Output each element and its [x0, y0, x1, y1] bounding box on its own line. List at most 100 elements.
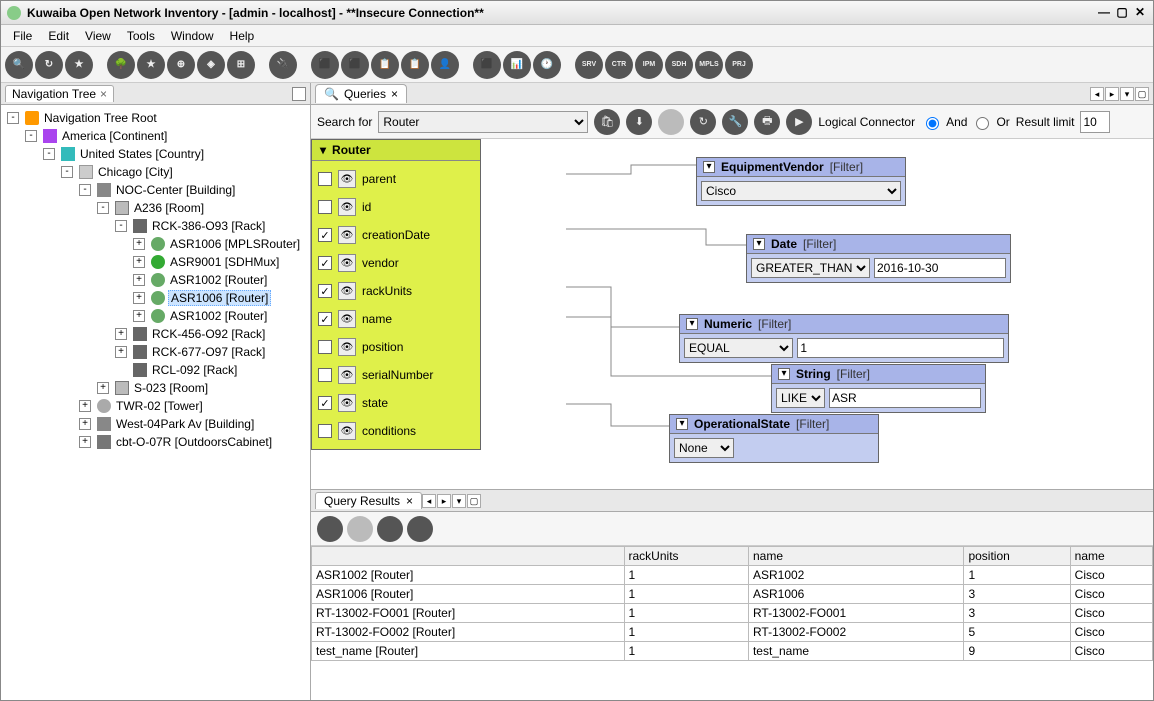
expand-icon[interactable]: - [61, 166, 73, 178]
router-query-node[interactable]: ▾Router 👁parent👁id✓👁creationDate✓👁vendor… [311, 139, 481, 450]
tree-row[interactable]: -Navigation Tree Root [3, 109, 308, 127]
attr-checkbox[interactable]: ✓ [318, 312, 332, 326]
run-query-button[interactable]: ▶ [786, 109, 812, 135]
expand-icon[interactable]: + [115, 328, 127, 340]
menu-view[interactable]: View [79, 27, 117, 45]
panel-menu-button[interactable] [292, 87, 306, 101]
attr-checkbox[interactable]: ✓ [318, 396, 332, 410]
expand-icon[interactable]: - [7, 112, 19, 124]
expand-icon[interactable]: + [133, 274, 145, 286]
attr-checkbox[interactable] [318, 172, 332, 186]
toolbar-button[interactable]: PRJ [725, 51, 753, 79]
toolbar-button[interactable]: ★ [65, 51, 93, 79]
attr-checkbox[interactable]: ✓ [318, 256, 332, 270]
toolbar-button[interactable]: ⊕ [167, 51, 195, 79]
numeric-op-select[interactable]: EQUAL [684, 338, 793, 358]
tree-label[interactable]: NOC-Center [Building] [114, 183, 237, 197]
collapse-icon[interactable]: ▾ [753, 238, 765, 250]
share-query-button[interactable]: ↻ [690, 109, 716, 135]
tree-label[interactable]: ASR1002 [Router] [168, 273, 269, 287]
tree-row[interactable]: + West-04Park Av [Building] [3, 415, 308, 433]
new-query-button[interactable]: 🛍 [594, 109, 620, 135]
tree-label[interactable]: RCK-456-O92 [Rack] [150, 327, 267, 341]
string-op-select[interactable]: LIKE [776, 388, 825, 408]
prev-tab-button[interactable]: ◂ [422, 494, 436, 508]
toolbar-button[interactable]: ⬛ [311, 51, 339, 79]
attr-checkbox[interactable]: ✓ [318, 228, 332, 242]
tree-label[interactable]: S-023 [Room] [132, 381, 210, 395]
print-button[interactable]: 🖶 [754, 109, 780, 135]
close-icon[interactable]: × [406, 494, 413, 508]
expand-icon[interactable]: + [97, 382, 109, 394]
attr-checkbox[interactable]: ✓ [318, 284, 332, 298]
tree-row[interactable]: - United States [Country] [3, 145, 308, 163]
tree-row[interactable]: + ASR9001 [SDHMux] [3, 253, 308, 271]
menu-file[interactable]: File [7, 27, 38, 45]
tree-label[interactable]: United States [Country] [78, 147, 206, 161]
toolbar-button[interactable]: 🔌 [269, 51, 297, 79]
collapse-icon[interactable]: ▾ [703, 161, 715, 173]
up-button[interactable] [407, 516, 433, 542]
tree-row[interactable]: +ASR1006 [Router] [3, 289, 308, 307]
tree-label[interactable]: cbt-O-07R [OutdoorsCabinet] [114, 435, 274, 449]
export-button[interactable] [317, 516, 343, 542]
tree-row[interactable]: RCL-092 [Rack] [3, 361, 308, 379]
expand-icon[interactable]: + [79, 436, 91, 448]
expand-icon[interactable]: + [133, 256, 145, 268]
tree-row[interactable]: + RCK-456-O92 [Rack] [3, 325, 308, 343]
attr-checkbox[interactable] [318, 340, 332, 354]
numeric-filter-node[interactable]: ▾Numeric[Filter] EQUAL [679, 314, 1009, 363]
menu-edit[interactable]: Edit [42, 27, 75, 45]
menu-help[interactable]: Help [224, 27, 261, 45]
visibility-icon[interactable]: 👁 [338, 198, 356, 216]
minimize-button[interactable]: — [1097, 6, 1111, 20]
tree-label[interactable]: ASR1002 [Router] [168, 309, 269, 323]
column-header[interactable]: name [748, 547, 963, 566]
toolbar-button[interactable]: 📋 [371, 51, 399, 79]
tree-row[interactable]: -NOC-Center [Building] [3, 181, 308, 199]
prev-tab-button[interactable]: ◂ [1090, 87, 1104, 101]
collapse-icon[interactable]: ▾ [686, 318, 698, 330]
maximize-button[interactable]: ▢ [1115, 6, 1129, 20]
expand-icon[interactable]: + [79, 400, 91, 412]
column-header[interactable]: rackUnits [624, 547, 748, 566]
expand-icon[interactable]: + [115, 346, 127, 358]
expand-icon[interactable]: + [79, 418, 91, 430]
table-row[interactable]: RT-13002-FO001 [Router]1RT-13002-FO0013C… [312, 604, 1153, 623]
expand-icon[interactable]: - [43, 148, 55, 160]
tree-row[interactable]: + ASR1002 [Router] [3, 307, 308, 325]
collapse-icon[interactable]: ▾ [778, 368, 790, 380]
visibility-icon[interactable]: 👁 [338, 422, 356, 440]
state-filter-node[interactable]: ▾OperationalState[Filter] None [669, 414, 879, 463]
visibility-icon[interactable]: 👁 [338, 282, 356, 300]
toolbar-button[interactable]: IPM [635, 51, 663, 79]
toolbar-button[interactable]: SRV [575, 51, 603, 79]
tree-row[interactable]: + ASR1002 [Router] [3, 271, 308, 289]
navigation-tree[interactable]: -Navigation Tree Root-America [Continent… [1, 105, 310, 700]
expand-icon[interactable]: + [133, 310, 145, 322]
column-header[interactable]: name [1070, 547, 1152, 566]
tree-label[interactable]: ASR1006 [MPLSRouter] [168, 237, 302, 251]
close-button[interactable]: ✕ [1133, 6, 1147, 20]
toolbar-button[interactable]: ⬛ [341, 51, 369, 79]
tree-label[interactable]: West-04Park Av [Building] [114, 417, 256, 431]
table-row[interactable]: ASR1006 [Router]1ASR10063Cisco [312, 585, 1153, 604]
expand-icon[interactable]: + [133, 238, 145, 250]
menu-window[interactable]: Window [165, 27, 220, 45]
visibility-icon[interactable]: 👁 [338, 394, 356, 412]
tree-label[interactable]: RCK-386-O93 [Rack] [150, 219, 267, 233]
string-value-input[interactable] [829, 388, 981, 408]
tree-label[interactable]: ASR9001 [SDHMux] [168, 255, 281, 269]
toolbar-button[interactable]: ◈ [197, 51, 225, 79]
next-page-button[interactable] [377, 516, 403, 542]
result-limit-input[interactable] [1080, 111, 1110, 133]
tree-label[interactable]: ASR1006 [Router] [168, 290, 271, 306]
toolbar-button[interactable]: SDH [665, 51, 693, 79]
tab-list-button[interactable]: ▾ [1120, 87, 1134, 101]
visibility-icon[interactable]: 👁 [338, 170, 356, 188]
tree-label[interactable]: RCK-677-O97 [Rack] [150, 345, 267, 359]
state-select[interactable]: None [674, 438, 734, 458]
close-icon[interactable]: × [100, 87, 107, 101]
expand-icon[interactable]: - [97, 202, 109, 214]
toolbar-button[interactable]: 🔍 [5, 51, 33, 79]
